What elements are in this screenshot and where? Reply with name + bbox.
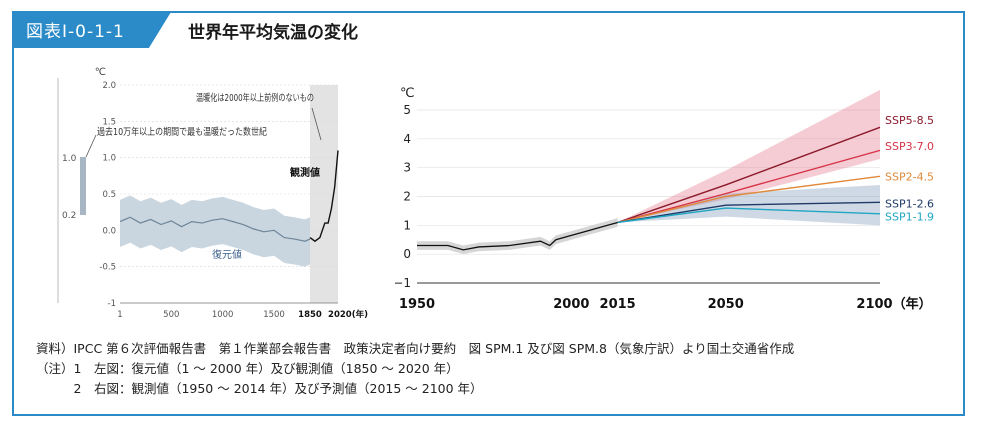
left-ylabel: ℃ [95, 67, 106, 78]
note-2: 2 右図：観測値（1950 ～ 2014 年）及び予測値（2015 ～ 2100… [36, 381, 483, 396]
right-chart: 5 4 3 2 1 0 −1 1950 2000 2015 2050 2100（年） SSP5-8.5… [395, 86, 934, 312]
left-annotation-unprecedented: 温暖化は2000年以上前例のないもの [196, 92, 314, 104]
right-legend-ssp5-8-5: SSP5-8.5 [885, 114, 934, 127]
right-ytick-label: 4 [403, 132, 411, 146]
left-chart: 2.01.51.00.50.0-0.5-11 500 1000 1500 1850 202… [57, 67, 368, 320]
right-legend-ssp2-4-5: SSP2-4.5 [885, 170, 934, 183]
right-ylabel: ℃ [400, 86, 415, 101]
right-xtick-label: 2000 [553, 297, 589, 312]
left-side-caption: 過去10万年以上の期間で最も温暖だった数世紀 [97, 126, 267, 138]
right-legend-ssp1-1-9: SSP1-1.9 [885, 211, 934, 224]
left-side-pointer [85, 134, 97, 158]
right-line-ssp2-4-5 [617, 175, 881, 224]
right-xtick-label: 2015 [600, 297, 636, 312]
right-ytick-label: 2 [403, 190, 411, 204]
left-annotation-reconstructed: 復元値 [212, 248, 242, 261]
right-observed-line [417, 221, 618, 251]
left-xtick-label: 1000 [212, 310, 234, 320]
right-ytick-label: −1 [395, 276, 411, 290]
left-ytick-label: 0.0 [102, 226, 116, 236]
left-xtick-label: 2020(年) [328, 309, 368, 320]
right-ytick-label: 5 [403, 103, 411, 117]
figure-code: 図表Ⅰ-0-1-1 [26, 22, 125, 42]
right-legend-ssp3-7-0: SSP3-7.0 [885, 140, 934, 153]
left-observed-line [309, 150, 339, 243]
right-ytick-label: 0 [403, 247, 411, 261]
right-xtick-label: 2100（年） [856, 296, 931, 312]
right-band-high [617, 89, 880, 223]
left-reconstructed-band [120, 195, 310, 267]
note-1: （注）1 左図：復元値（1 ～ 2000 年）及び観測値（1850 ～ 2020… [36, 361, 459, 376]
left-side-top: 1.0 [62, 154, 77, 164]
left-reconstructed-line [119, 216, 311, 242]
note-source: 資料）IPCC 第６次評価報告書 第１作業部会報告書 政策決定者向け要約 図 S… [36, 341, 795, 356]
source-notes: 資料）IPCC 第６次評価報告書 第１作業部会報告書 政策決定者向け要約 図 S… [36, 339, 794, 399]
right-legend-ssp1-2-6: SSP1-2.6 [885, 198, 934, 211]
left-ytick-label: 1.0 [102, 154, 116, 164]
left-ytick-label: 0.5 [102, 190, 116, 200]
right-line-ssp5-8-5 [617, 126, 881, 224]
left-side-bottom: 0.2 [62, 211, 76, 221]
right-ytick-label: 3 [403, 161, 411, 175]
left-xtick-label: 1 [117, 310, 122, 320]
right-line-ssp3-7-0 [617, 149, 881, 224]
right-ytick-label: 1 [403, 218, 411, 232]
left-side-bar [80, 157, 86, 215]
left-annotation-pointer [311, 107, 322, 141]
figure-title: 世界年平均気温の変化 [188, 23, 358, 43]
left-xtick-label: 1500 [263, 310, 285, 320]
left-xtick-label: 500 [163, 310, 179, 320]
right-xtick-label: 1950 [399, 297, 435, 312]
right-observed-band [417, 218, 618, 255]
header-tab [13, 12, 171, 48]
right-line-ssp1-2-6 [617, 201, 881, 224]
left-annotation-observed: 観測値 [290, 166, 320, 179]
left-ytick-label: -1 [108, 299, 116, 309]
left-xtick-label: 1850 [298, 310, 322, 320]
left-ytick-label: -0.5 [99, 263, 116, 273]
right-line-ssp1-1-9 [617, 207, 881, 224]
right-xtick-label: 2050 [708, 297, 744, 312]
left-ytick-label: 2.0 [102, 81, 116, 91]
left-ytick-label: 1.5 [102, 117, 116, 127]
